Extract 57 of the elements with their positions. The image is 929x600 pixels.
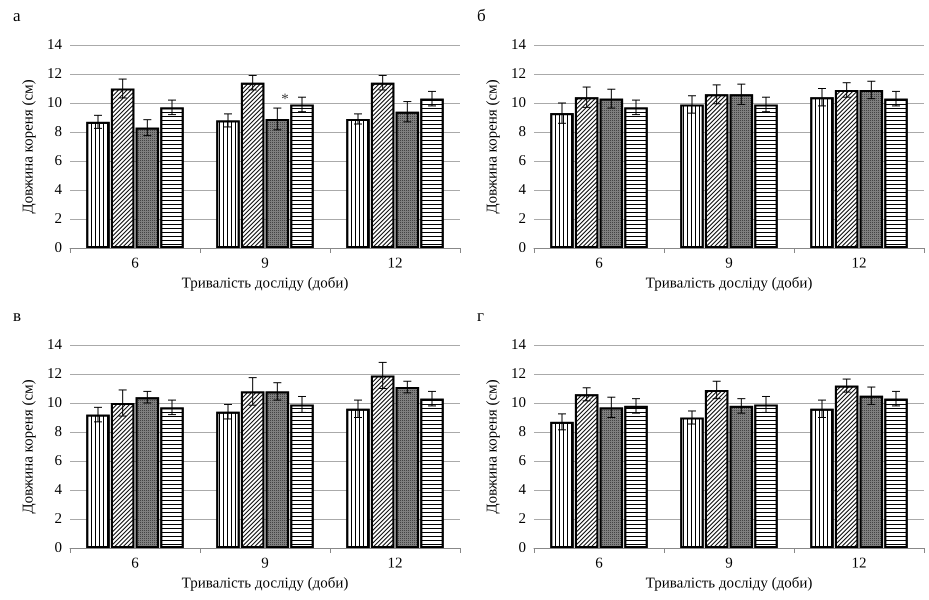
y-tick-label: 10 — [511, 95, 526, 111]
y-axis-title: Довжина кореня (см) — [484, 379, 501, 514]
y-tick-label: 4 — [54, 482, 62, 498]
x-axis-title: Тривалість досліду (доби) — [646, 275, 812, 292]
x-tick-label: 9 — [725, 256, 733, 272]
x-axis-title: Тривалість досліду (доби) — [182, 575, 348, 592]
y-tick-label: 10 — [511, 395, 526, 411]
y-tick-label: 0 — [54, 540, 62, 556]
y-tick-label: 0 — [518, 240, 526, 256]
x-tick-label: 6 — [131, 556, 140, 572]
y-tick-label: 14 — [511, 337, 526, 353]
chart-title: г — [477, 306, 484, 325]
y-axis-title: Довжина кореня (см) — [484, 79, 501, 214]
x-tick-label: 6 — [595, 556, 604, 572]
y-tick-label: 2 — [518, 211, 526, 227]
y-axis-title: Довжина кореня (см) — [20, 379, 37, 514]
y-tick-label: 10 — [47, 95, 62, 111]
x-tick-label: 9 — [261, 556, 269, 572]
y-tick-label: 6 — [54, 453, 62, 469]
y-tick-label: 12 — [47, 366, 62, 382]
y-tick-label: 4 — [518, 482, 526, 498]
x-tick-label: 9 — [261, 256, 269, 272]
y-tick-label: 8 — [518, 424, 526, 440]
y-tick-label: 4 — [54, 182, 62, 198]
y-tick-label: 4 — [518, 182, 526, 198]
y-tick-label: 14 — [511, 37, 526, 53]
x-tick-label: 12 — [852, 256, 866, 272]
y-tick-label: 12 — [511, 366, 526, 382]
x-tick-label: 12 — [388, 556, 402, 572]
y-tick-label: 6 — [54, 153, 62, 169]
x-tick-label: 9 — [725, 556, 733, 572]
y-tick-label: 12 — [47, 66, 62, 82]
annotation: * — [281, 92, 289, 108]
x-tick-label: 12 — [852, 556, 866, 572]
chart-title: в — [13, 306, 22, 325]
y-tick-label: 6 — [518, 453, 526, 469]
y-tick-label: 0 — [518, 540, 526, 556]
y-tick-label: 8 — [518, 124, 526, 140]
x-tick-label: 6 — [131, 256, 140, 272]
y-tick-label: 8 — [54, 424, 62, 440]
y-tick-label: 2 — [54, 211, 62, 227]
y-tick-label: 14 — [47, 37, 62, 53]
y-tick-label: 10 — [47, 395, 62, 411]
y-tick-label: 8 — [54, 124, 62, 140]
y-tick-label: 2 — [518, 511, 526, 527]
y-tick-label: 6 — [518, 153, 526, 169]
y-tick-label: 0 — [54, 240, 62, 256]
x-axis-title: Тривалість досліду (доби) — [182, 275, 348, 292]
y-axis-title: Довжина кореня (см) — [20, 79, 37, 214]
y-tick-label: 2 — [54, 511, 62, 527]
y-tick-label: 12 — [511, 66, 526, 82]
y-tick-label: 14 — [47, 337, 62, 353]
x-axis-title: Тривалість досліду (доби) — [646, 575, 812, 592]
x-tick-label: 6 — [595, 256, 604, 272]
x-tick-label: 12 — [388, 256, 402, 272]
chart-title: а — [13, 6, 21, 25]
chart-title: б — [477, 6, 486, 25]
